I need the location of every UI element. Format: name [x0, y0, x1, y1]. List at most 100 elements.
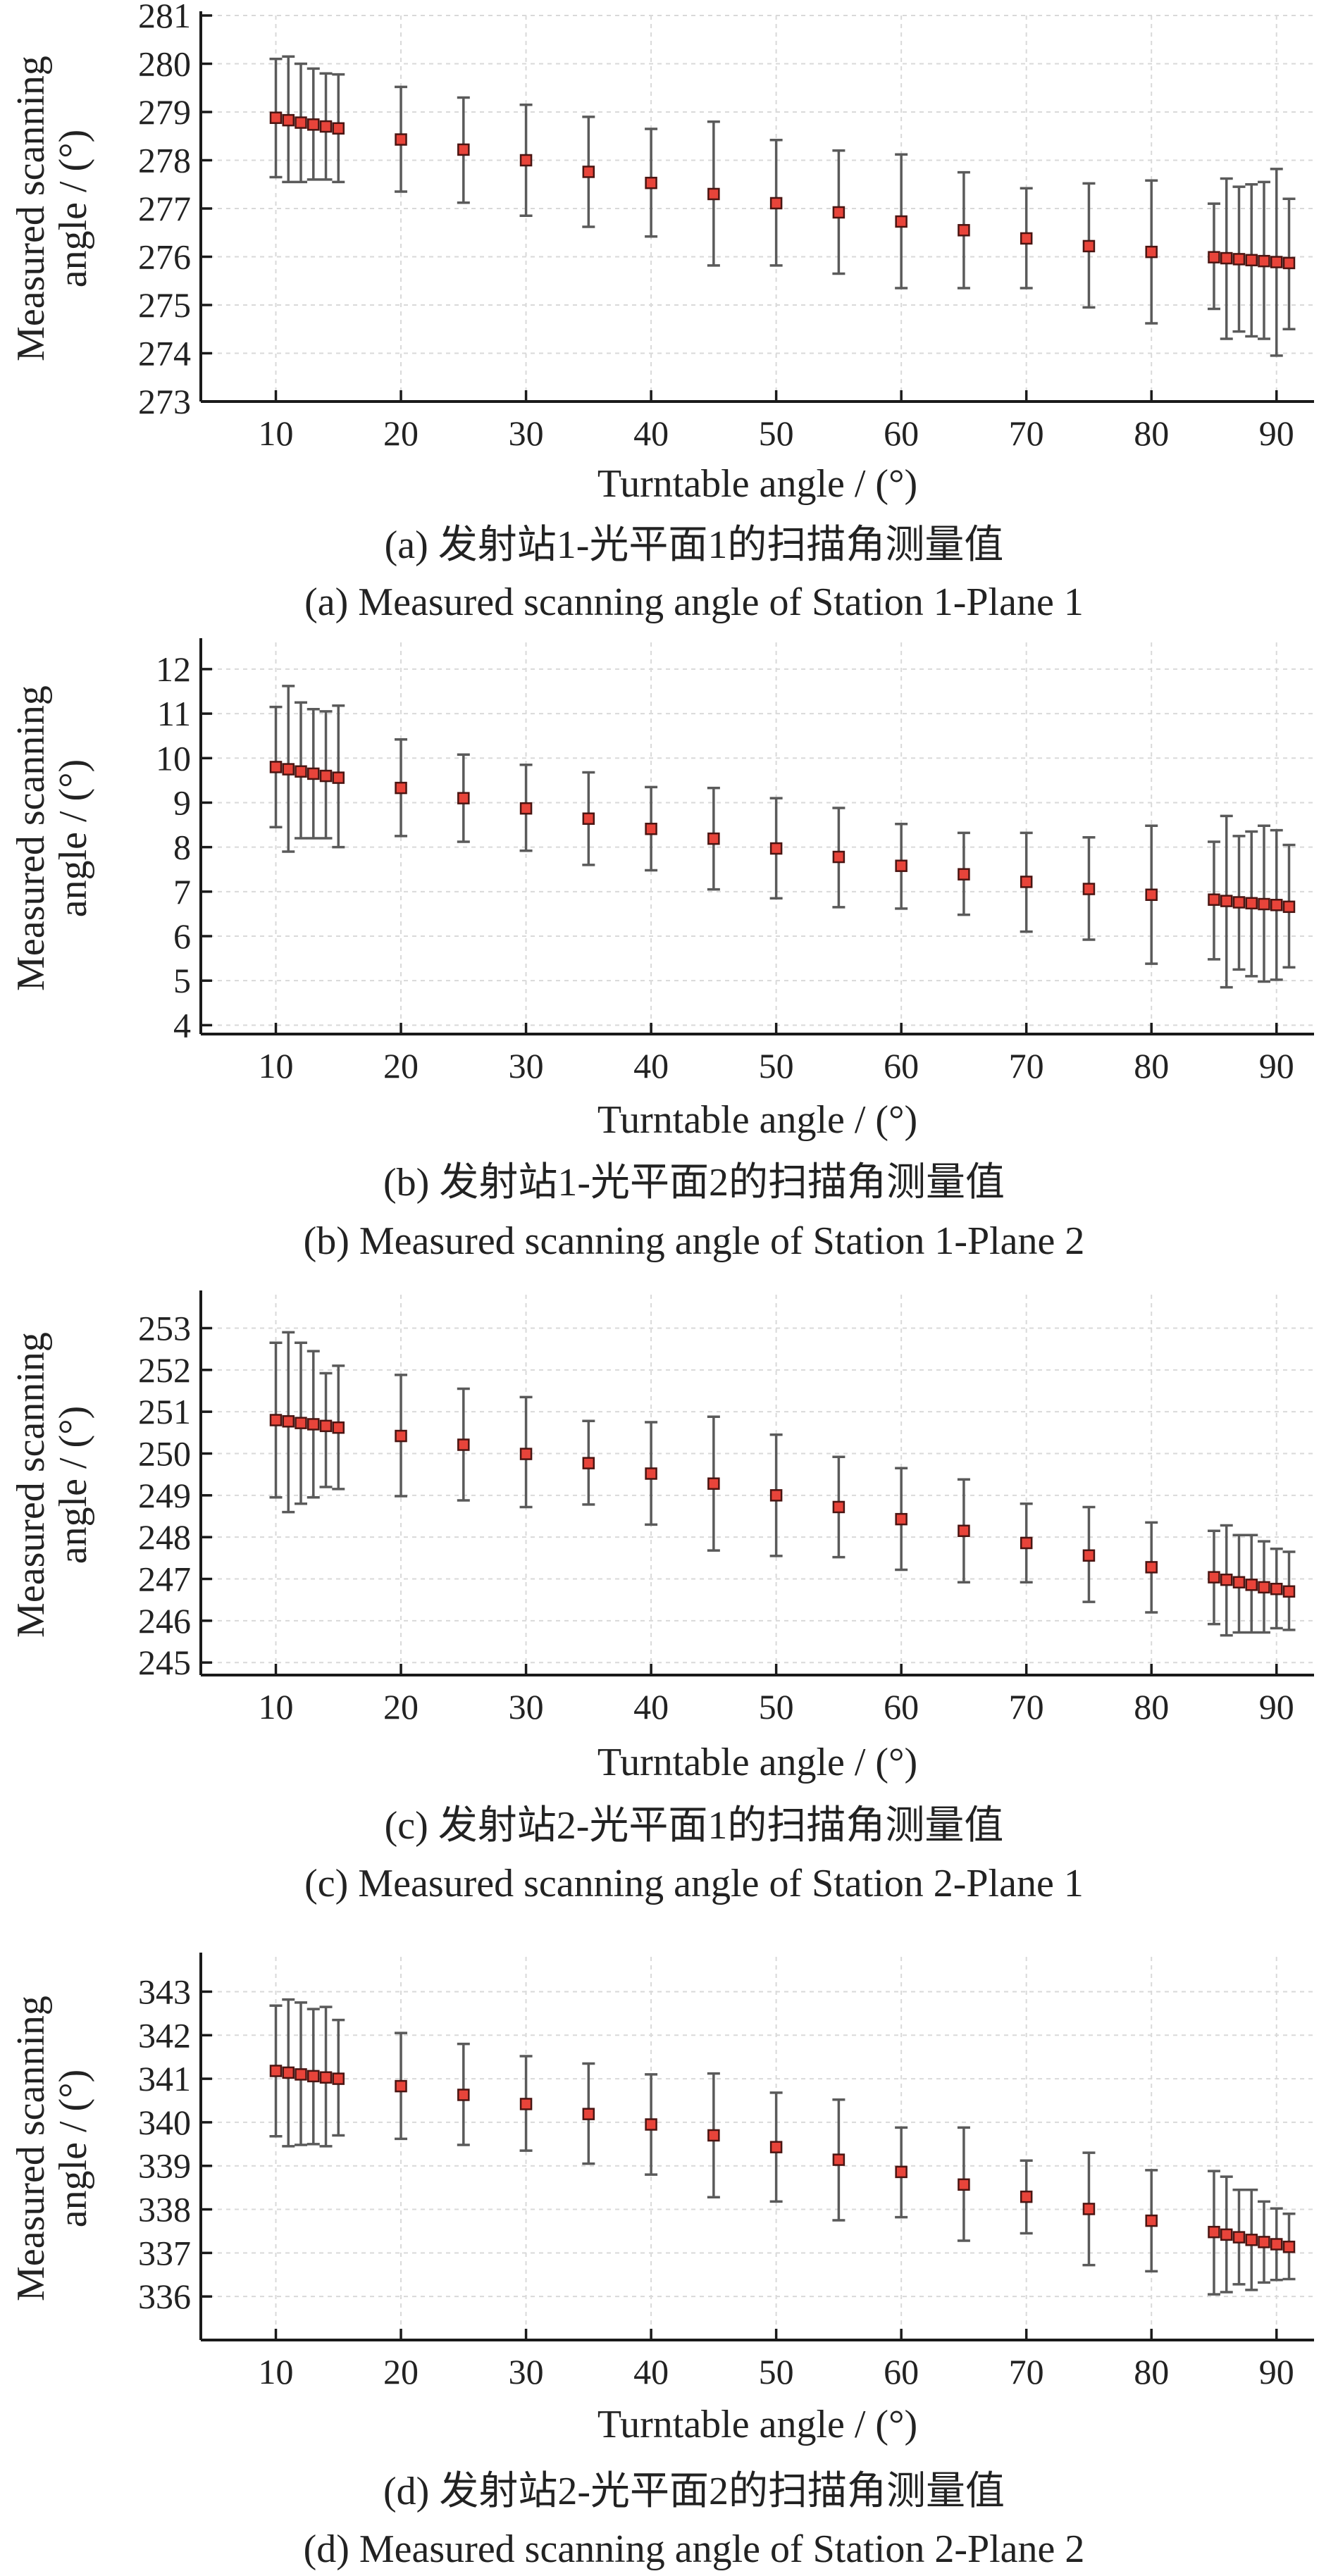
data-point: [1232, 1576, 1246, 1589]
data-point: [1220, 2228, 1233, 2241]
data-point: [769, 842, 783, 855]
data-point: [1020, 876, 1033, 888]
data-point: [958, 2178, 970, 2191]
caption-english: (d) Measured scanning angle of Station 2…: [304, 2527, 1085, 2571]
data-point: [645, 2118, 657, 2131]
x-tick-label: 20: [383, 1687, 419, 1726]
data-point: [1258, 1581, 1270, 1594]
data-point: [582, 166, 595, 178]
data-point: [958, 224, 970, 237]
data-point: [1282, 900, 1296, 914]
x-tick-label: 50: [759, 413, 794, 453]
y-tick-label: 340: [138, 2103, 191, 2142]
y-tick-label: 276: [138, 237, 191, 277]
data-point: [645, 822, 657, 835]
x-tick-label: 40: [633, 2352, 669, 2391]
y-tick-label: 10: [156, 738, 191, 778]
data-point: [457, 143, 470, 156]
x-axis-label: Turntable angle / (°): [597, 1098, 917, 1142]
data-point: [519, 802, 533, 815]
x-tick-label: 60: [884, 413, 919, 453]
data-point: [1208, 893, 1220, 906]
data-point: [1145, 1561, 1158, 1574]
data-point: [832, 206, 845, 219]
data-point: [519, 2098, 533, 2110]
y-tick-label: 249: [138, 1476, 191, 1515]
x-tick-label: 30: [509, 1046, 544, 1085]
data-point: [307, 2070, 320, 2083]
data-point: [707, 2129, 720, 2142]
y-axis-label: angle / (°): [51, 759, 95, 918]
x-tick-label: 80: [1134, 2352, 1169, 2391]
y-axis-label: angle / (°): [51, 2070, 95, 2228]
y-tick-label: 8: [173, 828, 191, 867]
data-point: [269, 111, 283, 124]
y-tick-label: 12: [156, 649, 191, 689]
data-point: [332, 1421, 345, 1434]
data-point: [319, 1419, 333, 1433]
data-point: [895, 1512, 908, 1526]
data-point: [707, 1477, 720, 1490]
data-point: [582, 812, 595, 825]
y-tick-label: 341: [138, 2059, 191, 2098]
data-point: [282, 113, 295, 127]
x-tick-label: 10: [259, 1687, 294, 1726]
x-tick-label: 80: [1134, 1687, 1169, 1726]
y-tick-label: 253: [138, 1308, 191, 1348]
data-point: [1082, 239, 1096, 253]
data-point: [282, 2066, 295, 2079]
data-point: [582, 1457, 595, 1469]
x-tick-label: 60: [884, 2352, 919, 2391]
y-axis-label: Measured scanning: [9, 685, 53, 991]
data-point: [1020, 232, 1033, 245]
x-tick-label: 90: [1259, 2352, 1294, 2391]
data-point: [1208, 2225, 1220, 2239]
chart-panel-b: 4 5 6 7 8 9 10 11 12 10 20 30 40 50 60 70 80 90 Turntable …: [9, 638, 1314, 1263]
data-point: [645, 1467, 657, 1480]
data-point: [769, 2141, 783, 2153]
x-axis-label: Turntable angle / (°): [597, 2403, 917, 2446]
data-point: [1020, 1536, 1033, 1550]
data-point: [1220, 895, 1233, 907]
data-point: [282, 1415, 295, 1428]
y-axis-label: Measured scanning: [9, 1996, 53, 2301]
x-tick-label: 60: [884, 1046, 919, 1085]
data-point: [1245, 2234, 1258, 2246]
data-point: [1145, 2214, 1158, 2227]
data-point: [395, 133, 407, 146]
data-point: [457, 2089, 470, 2101]
y-tick-label: 281: [138, 0, 191, 35]
data-point: [457, 792, 470, 804]
data-point: [832, 2153, 845, 2166]
x-tick-label: 50: [759, 1687, 794, 1726]
data-point: [395, 781, 407, 795]
data-point: [1220, 251, 1233, 265]
data-point: [269, 2065, 283, 2077]
x-tick-label: 80: [1134, 1046, 1169, 1085]
y-tick-label: 274: [138, 334, 191, 373]
y-tick-label: 6: [173, 916, 191, 956]
data-point: [269, 1414, 283, 1426]
x-tick-label: 30: [509, 2352, 544, 2391]
y-tick-label: 5: [173, 961, 191, 1000]
data-point: [707, 832, 720, 845]
data-point: [1245, 254, 1258, 267]
data-point: [832, 1500, 845, 1514]
data-point: [1258, 897, 1270, 911]
data-point: [958, 1524, 970, 1538]
data-point: [895, 2165, 908, 2179]
y-tick-label: 245: [138, 1643, 191, 1682]
data-point: [1282, 1585, 1296, 1598]
data-point: [295, 2068, 307, 2081]
data-point: [395, 2079, 407, 2093]
y-tick-label: 246: [138, 1601, 191, 1641]
y-tick-label: 338: [138, 2190, 191, 2229]
caption-english: (c) Measured scanning angle of Station 2…: [304, 1862, 1084, 1905]
y-tick-label: 275: [138, 285, 191, 325]
data-point: [1145, 245, 1158, 259]
y-tick-label: 248: [138, 1517, 191, 1557]
data-point: [1082, 883, 1096, 895]
data-point: [295, 1417, 307, 1429]
x-tick-label: 10: [259, 413, 294, 453]
data-point: [332, 122, 345, 135]
